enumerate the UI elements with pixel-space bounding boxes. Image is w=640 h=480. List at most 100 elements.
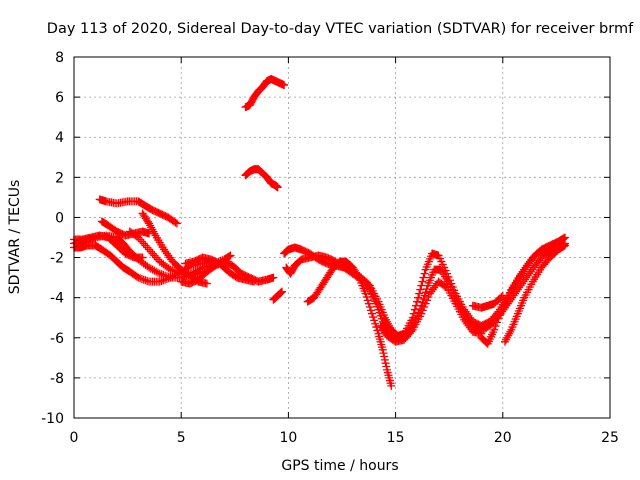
data-point (146, 247, 155, 256)
y-tick-label: -6 (50, 331, 64, 347)
data-point (512, 287, 521, 296)
data-point (465, 323, 474, 332)
data-point (277, 288, 286, 297)
data-point (414, 293, 423, 302)
data-point (371, 319, 380, 328)
y-tick-label: 6 (55, 90, 64, 106)
data-point (424, 292, 433, 301)
data-point (522, 273, 531, 282)
data-point (137, 274, 146, 283)
data-point (463, 319, 472, 328)
series-arc9 (181, 253, 259, 286)
data-point (517, 269, 526, 278)
data-point (139, 275, 148, 284)
data-point (269, 273, 278, 282)
data-point (141, 241, 150, 250)
data-point (273, 183, 282, 192)
data-point (518, 279, 527, 288)
y-tick-label: 8 (55, 50, 64, 66)
data-point (280, 81, 289, 90)
data-point (170, 266, 179, 275)
data-point (413, 297, 422, 306)
data-point (153, 268, 162, 277)
y-tick-label: -8 (50, 371, 64, 387)
data-point (505, 329, 514, 338)
data-point (506, 327, 515, 336)
data-point (164, 274, 173, 283)
data-point (172, 219, 181, 228)
data-point (150, 251, 159, 260)
y-tick-label: -4 (50, 291, 64, 307)
x-tick-label: 20 (494, 430, 512, 446)
data-point (519, 277, 528, 286)
plot-frame (73, 56, 611, 419)
data-point (166, 273, 175, 282)
data-point (136, 235, 145, 244)
data-point (419, 295, 428, 304)
data-point (202, 279, 211, 288)
data-point (418, 277, 427, 286)
data-point (497, 292, 506, 301)
data-point (525, 269, 534, 278)
data-point (250, 277, 259, 286)
data-point (226, 251, 235, 260)
data-point (162, 274, 171, 283)
data-point (460, 315, 469, 324)
data-point (504, 331, 513, 340)
x-tick-label: 10 (279, 430, 297, 446)
x-tick-label: 15 (387, 430, 405, 446)
data-point (152, 253, 161, 262)
data-point (521, 263, 530, 272)
data-point (145, 245, 154, 254)
series-arc12 (269, 287, 286, 304)
data-point (430, 283, 439, 292)
series-arc3 (70, 231, 147, 262)
data-point (146, 264, 155, 273)
data-point (528, 265, 537, 274)
series-arc20 (477, 235, 567, 348)
data-point (510, 289, 519, 298)
data-point (193, 269, 202, 278)
data-point (153, 255, 162, 264)
data-point (150, 229, 159, 238)
data-point (159, 276, 168, 285)
data-point (425, 289, 434, 298)
data-point (370, 316, 379, 325)
data-point (420, 291, 429, 300)
data-point (171, 218, 180, 227)
data-point (407, 327, 416, 336)
data-point (387, 381, 396, 390)
data-point (380, 352, 389, 361)
data-point (146, 221, 155, 230)
series-arc5 (95, 195, 181, 228)
data-point (516, 281, 525, 290)
data-point (493, 318, 502, 327)
data-point (171, 267, 180, 276)
data-point (168, 266, 177, 275)
data-point (155, 277, 164, 286)
data-point (526, 267, 535, 276)
x-tick-label: 5 (177, 430, 186, 446)
data-point (421, 288, 430, 297)
data-point (137, 237, 146, 246)
data-point (365, 303, 374, 312)
data-point (423, 296, 432, 305)
data-point (518, 267, 527, 276)
data-point (490, 325, 499, 334)
data-point (464, 321, 473, 330)
series-arc10 (241, 75, 289, 112)
data-point (155, 269, 164, 278)
data-point (418, 306, 427, 315)
x-tick-label: 25 (601, 430, 619, 446)
data-point (415, 289, 424, 298)
data-point (366, 306, 375, 315)
data-point (164, 251, 173, 260)
y-tick-label: 2 (55, 170, 64, 186)
data-point (520, 275, 529, 284)
data-points (70, 75, 569, 390)
data-point (150, 266, 159, 275)
data-point (461, 317, 470, 326)
data-point (148, 265, 157, 274)
data-point (422, 284, 431, 293)
